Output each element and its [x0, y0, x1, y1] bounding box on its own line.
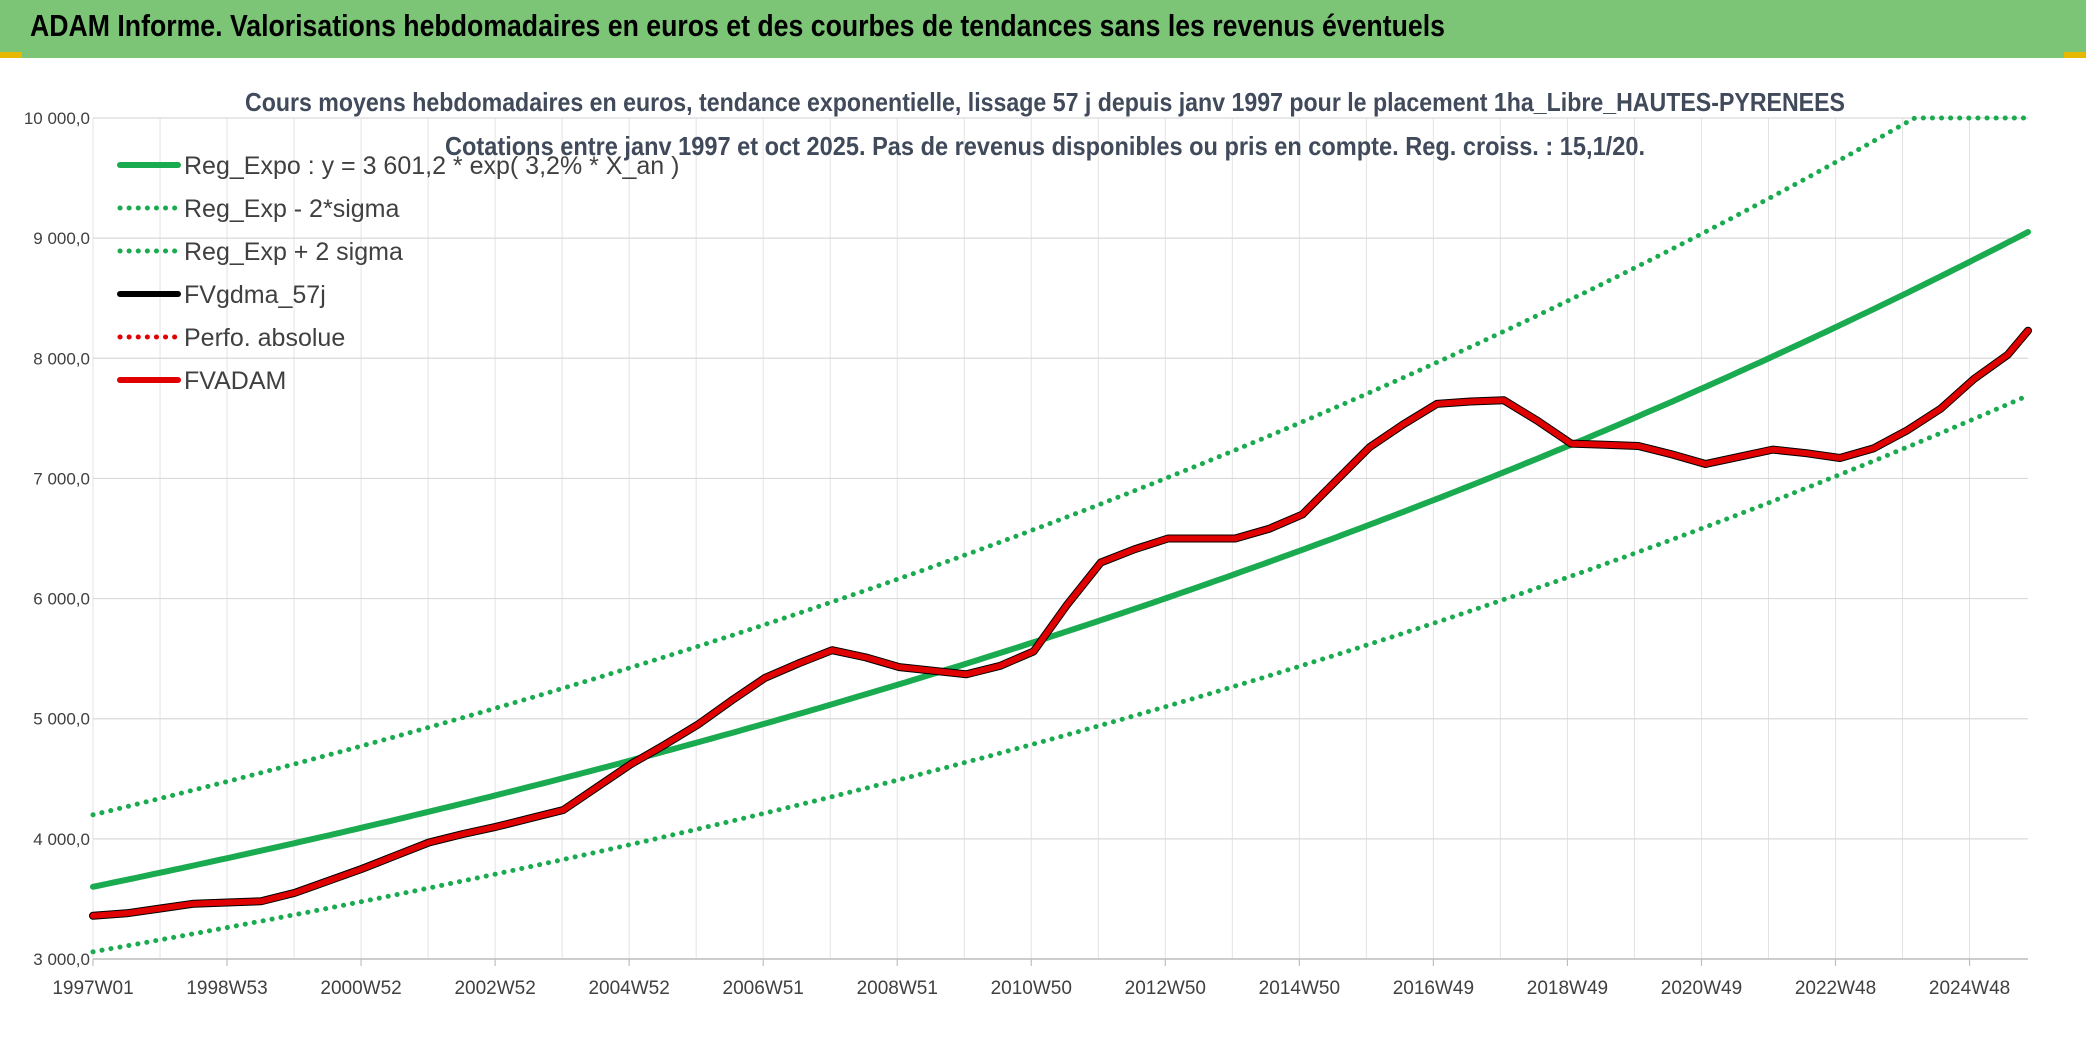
x-tick-label: 2018W49	[1527, 978, 1608, 999]
legend-label: Perfo. absolue	[184, 324, 345, 352]
x-tick-label: 2016W49	[1393, 978, 1474, 999]
report-title: ADAM Informe. Valorisations hebdomadaire…	[30, 8, 1445, 43]
y-tick-label: 6 000,0	[33, 590, 90, 609]
series-reg-exp-2-sigma	[90, 115, 2031, 818]
series-reg-exp-2-sigma	[90, 392, 2031, 955]
series-fvadam	[90, 327, 2031, 919]
line-chart: 3 000,0 4 000,0 5 000,0 6 000,0 7 000,0 8 000…	[24, 87, 2032, 999]
corner-marker-left	[0, 52, 22, 59]
x-tick-label: 2010W50	[991, 978, 1072, 999]
y-tick-label: 7 000,0	[33, 469, 90, 488]
x-tick-label: 2002W52	[454, 978, 535, 999]
legend-label: Reg_Exp - 2*sigma	[184, 195, 399, 223]
legend-label: Reg_Exp + 2 sigma	[184, 238, 403, 266]
x-tick-label: 2024W48	[1929, 978, 2010, 999]
x-tick-label: 2020W49	[1661, 978, 1742, 999]
legend-label: FVADAM	[184, 367, 286, 395]
y-tick-label: 10 000,0	[24, 109, 90, 128]
x-tick-label: 2022W48	[1795, 978, 1876, 999]
y-tick-label: 3 000,0	[33, 950, 90, 969]
corner-marker-right	[2064, 52, 2086, 59]
x-tick-label: 2012W50	[1125, 978, 1206, 999]
chart-subtitle: Cotations entre janv 1997 et oct 2025. P…	[445, 131, 1645, 161]
report-banner: ADAM Informe. Valorisations hebdomadaire…	[0, 0, 2086, 60]
y-tick-label: 5 000,0	[33, 710, 90, 729]
y-tick-label: 8 000,0	[33, 349, 90, 368]
y-tick-label: 9 000,0	[33, 229, 90, 248]
x-tick-label: 2014W50	[1259, 978, 1340, 999]
x-tick-label: 2006W51	[723, 978, 804, 999]
x-tick-label: 1997W01	[52, 978, 133, 999]
series-fvgdma-57j	[89, 326, 2032, 920]
x-tick-label: 2004W52	[588, 978, 669, 999]
legend: Reg_Expo : y = 3 601,2 * exp( 3,2% * X_a…	[117, 152, 679, 395]
series-reg-expo	[90, 229, 2031, 890]
x-tick-label: 1998W53	[186, 978, 267, 999]
x-tick-label: 2008W51	[857, 978, 938, 999]
y-tick-label: 4 000,0	[33, 830, 90, 849]
legend-label: FVgdma_57j	[184, 281, 326, 309]
legend-label: Reg_Expo : y = 3 601,2 * exp( 3,2% * X_a…	[184, 152, 679, 180]
x-tick-label: 2000W52	[320, 978, 401, 999]
series-group	[89, 115, 2032, 955]
chart-area: 3 000,0 4 000,0 5 000,0 6 000,0 7 000,0 8 000…	[0, 58, 2086, 1037]
chart-title: Cours moyens hebdomadaires en euros, ten…	[245, 87, 1845, 117]
